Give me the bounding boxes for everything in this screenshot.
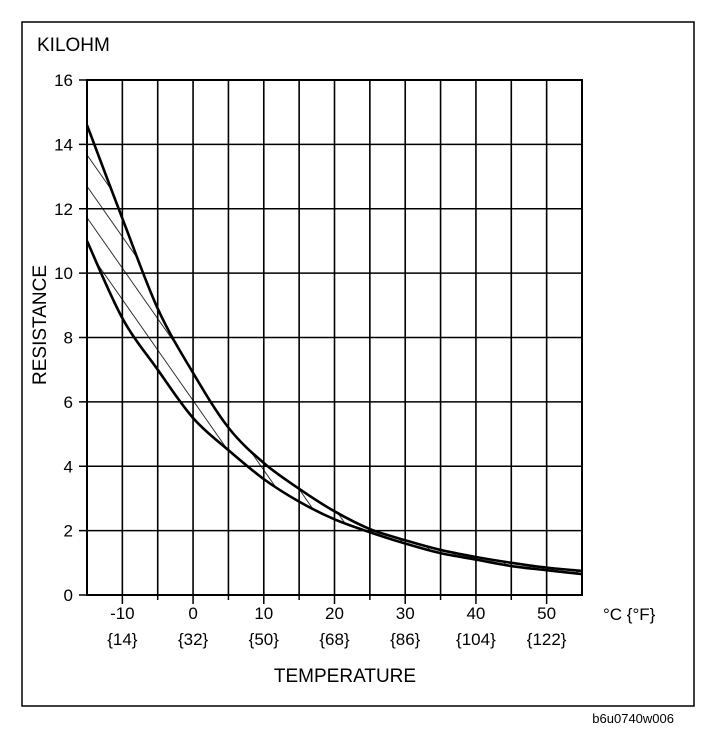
- y-tick-label: 4: [64, 457, 73, 476]
- x-tick-label-f: {68}: [319, 630, 350, 649]
- x-tick-label-f: {32}: [178, 630, 209, 649]
- y-tick-label: 12: [54, 200, 73, 219]
- resistance-band: [87, 124, 582, 576]
- lower-curve: [87, 240, 582, 576]
- figure-code: b6u0740w006: [592, 711, 674, 726]
- y-tick-label: 16: [54, 71, 73, 90]
- x-tick-label-f: {86}: [390, 630, 421, 649]
- x-tick-label-c: 10: [254, 604, 273, 623]
- y-tick-label: 8: [64, 329, 73, 348]
- y-tick-label: 2: [64, 522, 73, 541]
- x-tick-label-f: {14}: [107, 630, 138, 649]
- x-tick-label-f: {122}: [527, 630, 567, 649]
- y-tick-label: 10: [54, 264, 73, 283]
- x-tick-label-c: 30: [396, 604, 415, 623]
- x-tick-label-c: -10: [110, 604, 135, 623]
- x-axis-label: TEMPERATURE: [274, 666, 416, 687]
- x-tick-label-c: 40: [466, 604, 485, 623]
- y-unit-label: KILOHM: [37, 35, 110, 56]
- x-axis-ticks: -10 {14} 0 {32} 10 {50} 20 {68} 30 {86} 40 {104} 50 {…: [107, 595, 567, 649]
- y-tick-label: 6: [64, 393, 73, 412]
- x-tick-label-c: 50: [537, 604, 556, 623]
- y-tick-label: 0: [64, 586, 73, 605]
- x-tick-label-c: 0: [188, 604, 197, 623]
- x-tick-label-f: {104}: [456, 630, 496, 649]
- x-tick-label-f: {50}: [249, 630, 280, 649]
- y-axis-label: RESISTANCE: [30, 265, 51, 385]
- figure-frame: [21, 21, 695, 707]
- x-tick-label-c: 20: [325, 604, 344, 623]
- y-tick-label: 14: [54, 135, 73, 154]
- upper-curve: [87, 124, 582, 573]
- y-axis-ticks: 0 2 4 6 8 10 12 14 16: [54, 71, 87, 605]
- x-unit-label: °C {°F}: [603, 605, 656, 624]
